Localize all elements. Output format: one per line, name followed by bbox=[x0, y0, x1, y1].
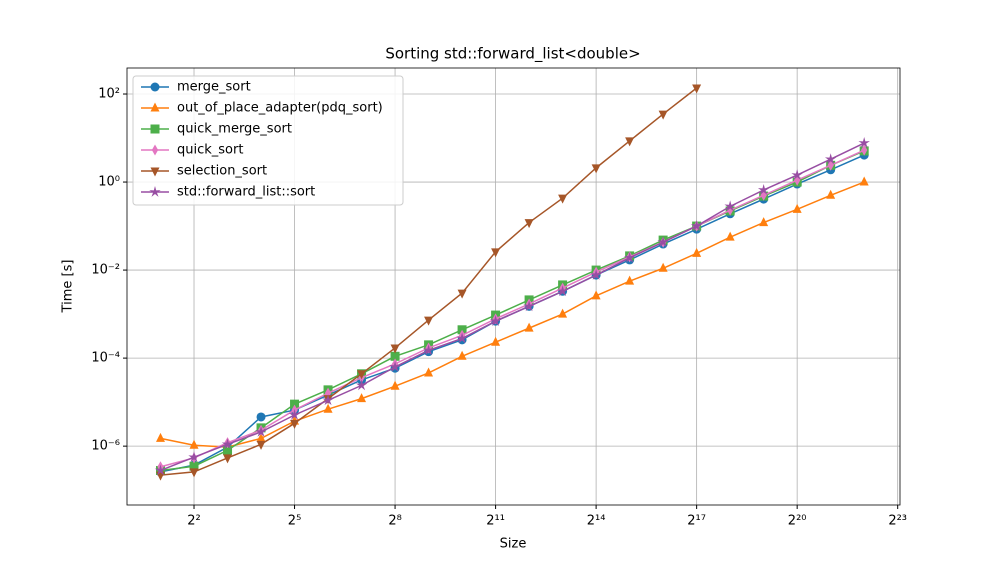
marker bbox=[323, 403, 333, 413]
y-tick-label: 10² bbox=[98, 87, 120, 102]
marker bbox=[255, 425, 267, 437]
marker bbox=[156, 432, 166, 442]
marker bbox=[524, 322, 534, 332]
marker bbox=[390, 344, 400, 354]
marker bbox=[256, 412, 266, 422]
marker bbox=[189, 468, 199, 478]
marker bbox=[591, 164, 601, 174]
y-tick-label: 10⁰ bbox=[98, 175, 120, 190]
marker bbox=[221, 438, 234, 450]
legend-label: quick_merge_sort bbox=[177, 122, 292, 137]
marker bbox=[189, 461, 199, 471]
marker bbox=[256, 432, 266, 442]
marker bbox=[223, 445, 233, 455]
marker bbox=[150, 102, 160, 112]
y-tick-label: 10⁻² bbox=[91, 263, 120, 278]
marker bbox=[757, 183, 770, 195]
x-tick-label: 2²⁰ bbox=[788, 514, 807, 529]
marker bbox=[355, 379, 368, 391]
marker bbox=[422, 344, 435, 356]
y-tick-label: 10⁻⁴ bbox=[91, 351, 120, 366]
marker bbox=[389, 360, 401, 372]
x-tick-label: 2⁵ bbox=[288, 514, 301, 529]
x-axis-label: Size bbox=[500, 537, 527, 552]
marker bbox=[658, 262, 668, 272]
marker bbox=[457, 289, 467, 299]
marker bbox=[524, 219, 534, 229]
marker bbox=[858, 137, 870, 148]
marker bbox=[324, 387, 332, 399]
marker bbox=[724, 200, 736, 212]
marker bbox=[288, 408, 301, 420]
marker bbox=[692, 84, 702, 94]
series-line bbox=[160, 181, 865, 448]
marker bbox=[150, 82, 160, 92]
marker bbox=[558, 308, 568, 318]
marker bbox=[456, 332, 468, 344]
marker bbox=[657, 236, 669, 248]
marker bbox=[791, 169, 803, 180]
legend-label: std::forward_list::sort bbox=[177, 185, 315, 200]
marker bbox=[558, 194, 568, 204]
marker bbox=[491, 248, 501, 258]
marker bbox=[859, 176, 869, 186]
marker bbox=[489, 315, 502, 327]
marker bbox=[824, 153, 837, 165]
legend-label: merge_sort bbox=[177, 80, 251, 95]
x-tick-label: 2¹⁷ bbox=[687, 514, 706, 529]
marker bbox=[625, 137, 635, 147]
marker bbox=[826, 189, 836, 199]
x-tick-label: 2² bbox=[187, 514, 200, 529]
x-tick-label: 2¹⁴ bbox=[587, 514, 606, 529]
marker bbox=[189, 439, 199, 449]
marker bbox=[457, 350, 467, 360]
legend-label: selection_sort bbox=[177, 164, 267, 179]
marker bbox=[690, 220, 703, 231]
marker bbox=[590, 269, 602, 280]
marker bbox=[188, 451, 200, 463]
series-line bbox=[160, 142, 865, 472]
marker bbox=[623, 251, 636, 263]
marker bbox=[658, 110, 668, 120]
marker bbox=[759, 217, 769, 227]
legend-box bbox=[132, 75, 404, 206]
marker bbox=[725, 231, 735, 241]
marker bbox=[792, 203, 802, 213]
legend-label: quick_sort bbox=[177, 143, 243, 158]
y-tick-label: 10⁻⁶ bbox=[91, 439, 120, 454]
plot-frame bbox=[126, 67, 901, 506]
chart-title: Sorting std::forward_list<double> bbox=[385, 45, 640, 64]
marker bbox=[151, 144, 159, 156]
marker bbox=[290, 419, 300, 429]
x-tick-label: 2¹¹ bbox=[486, 514, 505, 529]
marker bbox=[150, 124, 160, 134]
marker bbox=[827, 159, 834, 171]
marker bbox=[154, 464, 167, 476]
marker bbox=[150, 167, 160, 177]
marker bbox=[692, 247, 702, 257]
marker bbox=[390, 351, 400, 361]
legend-label: out_of_place_adapter(pdq_sort) bbox=[177, 101, 383, 116]
marker bbox=[290, 399, 300, 409]
marker bbox=[223, 454, 233, 464]
marker bbox=[491, 336, 501, 346]
x-tick-label: 2⁸ bbox=[388, 514, 401, 529]
marker bbox=[861, 144, 868, 156]
marker bbox=[591, 290, 601, 300]
marker bbox=[357, 393, 367, 403]
marker bbox=[357, 370, 367, 380]
series-line bbox=[160, 149, 865, 468]
marker bbox=[149, 186, 161, 197]
x-tick-label: 2²³ bbox=[888, 514, 907, 529]
marker bbox=[390, 380, 400, 390]
marker bbox=[322, 394, 334, 406]
marker bbox=[523, 300, 535, 312]
marker bbox=[424, 316, 434, 326]
marker bbox=[256, 440, 266, 450]
marker bbox=[424, 367, 434, 377]
marker bbox=[625, 275, 635, 285]
y-axis-label: Time [s] bbox=[61, 260, 76, 314]
marker bbox=[556, 285, 569, 297]
